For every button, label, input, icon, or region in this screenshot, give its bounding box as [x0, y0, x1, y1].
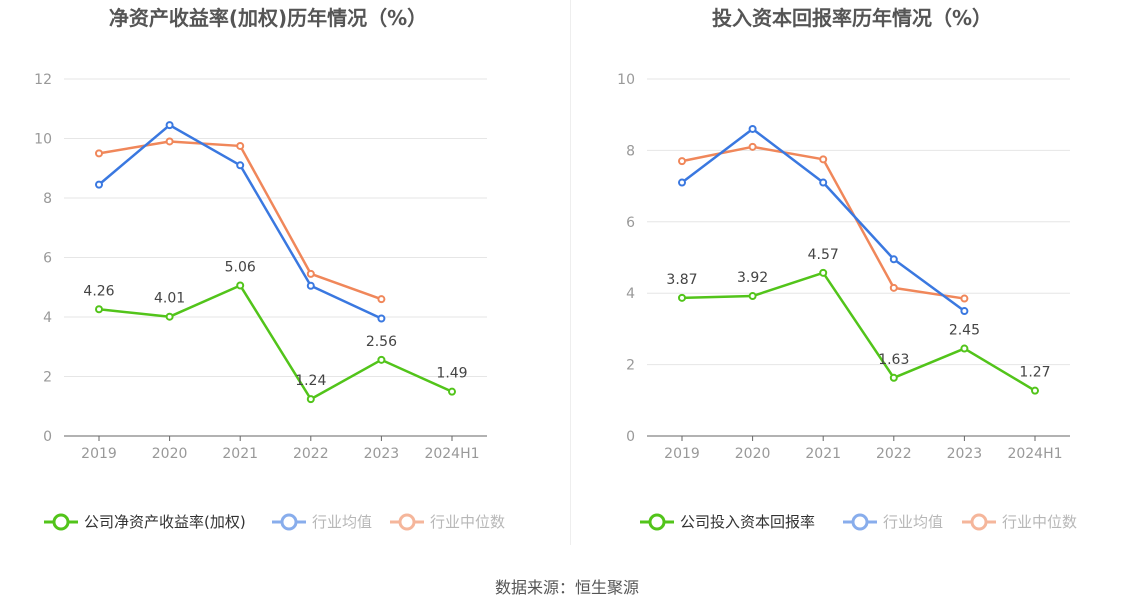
data-point-industry-avg[interactable] [960, 307, 969, 316]
data-point-industry-avg[interactable] [165, 121, 174, 130]
data-point-industry-avg[interactable] [377, 314, 386, 323]
data-label: 3.87 [666, 272, 697, 288]
data-point-industry-median[interactable] [165, 137, 174, 146]
legend-marker [970, 513, 988, 531]
chart-1: 净资产收益率(加权)历年情况（%） 0 2 4 6 8 10 12 2019 2020 2021 20… [34, 6, 505, 531]
data-point-industry-median[interactable] [748, 142, 757, 151]
legend-label: 行业中位数 [1002, 513, 1077, 531]
y-tick-label: 6 [43, 251, 52, 267]
data-point-industry-avg[interactable] [889, 255, 898, 264]
legend-marker [398, 513, 416, 531]
x-tick-label: 2019 [664, 446, 700, 462]
data-point-industry-avg[interactable] [748, 124, 757, 133]
y-tick-label: 4 [43, 310, 52, 326]
data-point-company[interactable] [960, 344, 969, 353]
data-point-industry-median[interactable] [889, 283, 898, 292]
y-tick-label: 2 [43, 370, 52, 386]
data-point-company[interactable] [377, 355, 386, 364]
data-point-company[interactable] [95, 305, 103, 314]
data-point-industry-median[interactable] [819, 155, 828, 164]
x-tick-label: 2024H1 [424, 446, 479, 462]
series-line-company [681, 271, 1036, 392]
y-tick-label: 0 [43, 429, 52, 445]
y-tick-label: 10 [617, 72, 635, 88]
data-point-company[interactable] [748, 292, 757, 301]
legend-item-industry-avg[interactable]: 行业均值 [843, 513, 943, 531]
data-point-company[interactable] [165, 312, 174, 321]
legend-marker [280, 513, 298, 531]
data-point-industry-avg[interactable] [306, 281, 315, 290]
data-point-industry-median[interactable] [236, 141, 245, 150]
data-label: 2.45 [949, 323, 980, 339]
y-tick-label: 6 [626, 215, 635, 231]
legend-item-company[interactable]: 公司净资产收益率(加权) [44, 513, 246, 531]
x-tick-label: 2022 [876, 446, 912, 462]
data-label: 1.63 [878, 352, 909, 368]
legend-label: 公司投入资本回报率 [680, 513, 815, 531]
x-tick-label: 2020 [735, 446, 771, 462]
x-tick-label: 2024H1 [1007, 446, 1062, 462]
data-point-industry-median[interactable] [960, 294, 969, 303]
data-point-company[interactable] [448, 387, 456, 396]
chart-title: 净资产收益率(加权)历年情况（%） [109, 6, 427, 30]
x-tick-label: 2022 [293, 446, 329, 462]
x-tick-label: 2023 [364, 446, 400, 462]
x-tick-label: 2020 [152, 446, 188, 462]
data-label: 2.56 [366, 334, 397, 350]
y-tick-label: 8 [43, 191, 52, 207]
legend-item-industry-median[interactable]: 行业中位数 [962, 513, 1077, 531]
legend-label: 行业均值 [312, 513, 372, 531]
y-tick-label: 10 [34, 132, 52, 148]
legend-label: 公司净资产收益率(加权) [84, 513, 246, 531]
legend-item-industry-median[interactable]: 行业中位数 [390, 513, 505, 531]
data-point-company[interactable] [306, 395, 315, 404]
legend-item-industry-avg[interactable]: 行业均值 [272, 513, 372, 531]
data-point-company[interactable] [236, 281, 245, 290]
data-point-company[interactable] [1031, 386, 1039, 395]
data-label: 1.49 [436, 366, 467, 382]
legend-label: 行业中位数 [430, 513, 505, 531]
data-label: 4.26 [83, 283, 114, 299]
y-tick-label: 4 [626, 286, 635, 302]
series-line-company [98, 284, 453, 401]
y-tick-label: 12 [34, 72, 52, 88]
data-label: 5.06 [225, 259, 256, 275]
data-point-industry-avg[interactable] [819, 178, 828, 187]
data-point-industry-median[interactable] [678, 157, 686, 166]
data-point-company[interactable] [678, 293, 686, 302]
legend-marker [52, 513, 70, 531]
series-line-industry-avg [98, 123, 382, 320]
legend-label: 行业均值 [883, 513, 943, 531]
data-point-industry-median[interactable] [377, 295, 386, 304]
x-tick-label: 2023 [947, 446, 983, 462]
x-tick-label: 2019 [81, 446, 117, 462]
chart-2: 投入资本回报率历年情况（%） 0 2 4 6 8 10 2019 2020 2021 2022 202… [617, 6, 1077, 531]
data-label: 1.27 [1019, 365, 1050, 381]
legend-marker [851, 513, 869, 531]
chart-title: 投入资本回报率历年情况（%） [712, 6, 992, 30]
data-label: 4.01 [154, 291, 185, 307]
data-source-caption: 数据来源：恒生聚源 [494, 578, 639, 597]
data-point-company[interactable] [819, 268, 828, 277]
x-tick-label: 2021 [222, 446, 258, 462]
data-point-industry-median[interactable] [306, 269, 315, 278]
data-point-industry-median[interactable] [95, 149, 103, 158]
chart-divider [570, 0, 571, 545]
data-label: 1.24 [295, 373, 326, 389]
data-point-company[interactable] [889, 373, 898, 382]
data-label: 4.57 [808, 247, 839, 263]
legend-marker [648, 513, 666, 531]
data-point-industry-avg[interactable] [236, 161, 245, 170]
data-point-industry-avg[interactable] [678, 178, 686, 187]
legend-item-company[interactable]: 公司投入资本回报率 [640, 513, 815, 531]
y-tick-label: 0 [626, 429, 635, 445]
y-tick-label: 8 [626, 143, 635, 159]
data-label: 3.92 [737, 270, 768, 286]
y-tick-label: 2 [626, 358, 635, 374]
x-tick-label: 2021 [805, 446, 841, 462]
data-point-industry-avg[interactable] [95, 180, 103, 189]
